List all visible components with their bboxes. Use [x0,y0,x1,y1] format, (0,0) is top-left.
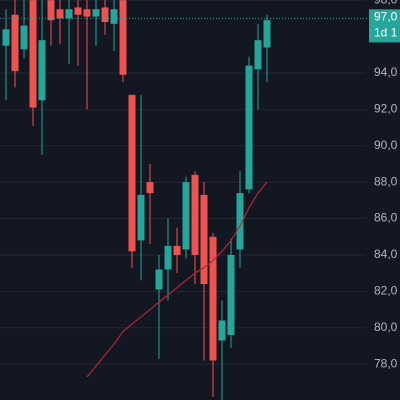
y-tick-label: 84,0 [374,247,398,261]
candle-body [119,0,127,75]
candle-body [74,7,82,15]
candle-body [191,174,199,255]
candle-body [254,40,262,70]
candle-body [245,65,253,190]
candle-body [155,269,163,290]
candle-body [227,254,235,336]
candle-body [101,7,109,23]
moving-average [86,181,268,378]
candle-body [218,320,226,341]
candle-body [2,29,10,46]
last-price-box [369,9,400,43]
y-tick-label: 90,0 [374,138,398,152]
countdown: 1d 1 [374,26,398,40]
candle-body [146,182,154,194]
candle-body [38,40,46,101]
candle-body [173,245,181,255]
last-price-label: 97,0 [374,10,398,24]
candle-body [182,182,190,250]
candle-body [56,9,64,19]
y-tick-label: 94,0 [374,65,398,79]
candle-body [263,20,271,48]
candle-body [164,245,172,270]
candle-body [65,9,73,19]
y-tick-label: 98,0 [374,0,398,6]
y-tick-label: 92,0 [374,102,398,116]
y-tick-label: 78,0 [374,356,398,370]
candle-body [110,9,118,24]
candle-body [20,25,28,50]
y-tick-label: 86,0 [374,211,398,225]
candle-body [200,194,208,285]
y-tick-label: 88,0 [374,174,398,188]
candle-body [137,194,145,241]
candle-body [11,14,19,72]
candle-body [29,0,37,108]
y-tick-label: 82,0 [374,284,398,298]
candle-body [128,94,136,252]
candle-body [92,9,100,17]
candle-body [83,9,91,17]
y-tick-label: 80,0 [374,320,398,334]
candle-body [209,236,217,361]
candle-body [47,0,55,21]
candle-body [236,193,244,250]
